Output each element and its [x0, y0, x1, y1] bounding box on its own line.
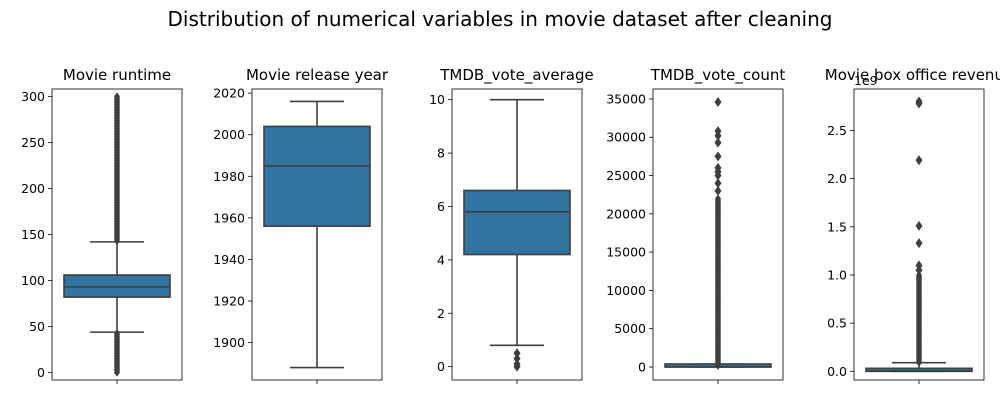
outlier-point: [915, 238, 923, 249]
axes-frame: [251, 88, 383, 381]
outlier-point: [915, 220, 923, 231]
y-tick-label: 0: [638, 359, 646, 374]
subplot-title: Movie runtime: [63, 66, 171, 84]
y-tick-label: 200: [21, 181, 45, 196]
outlier-point: [114, 92, 120, 101]
y-tick-label: 50: [29, 319, 45, 334]
subplot-3: TMDB_vote_average 0 2 4 6 8 10: [429, 66, 594, 384]
y-tick-label: 2020: [213, 86, 245, 101]
axes-frame: [652, 88, 784, 381]
y-tick-label: 25000: [606, 168, 646, 183]
y-tick-label: 0.5: [827, 316, 847, 331]
axes-frame: [51, 88, 183, 381]
subplot-1: Movie runtime 0 50 100 150 200 250 300: [21, 66, 183, 384]
y-tick-label: 250: [21, 135, 45, 150]
outlier-point: [714, 97, 722, 108]
axes-frame: [853, 88, 985, 381]
subplot-title: Movie release year: [246, 66, 389, 84]
y-tick-label: 1.5: [827, 219, 847, 234]
outlier-point: [114, 329, 120, 338]
axes-frame: [451, 88, 583, 381]
iqr-box: [463, 189, 571, 256]
outlier-point: [714, 126, 722, 137]
y-tick-label: 2.5: [827, 123, 847, 138]
plot-area: [263, 100, 371, 369]
y-tick-label: 1900: [213, 335, 245, 350]
y-tick-label: 35000: [606, 91, 646, 106]
outlier-point: [915, 96, 923, 107]
outlier-point: [714, 178, 722, 189]
y-tick-label: 100: [21, 273, 45, 288]
outlier-point: [715, 194, 721, 203]
y-tick-label: 6: [437, 199, 445, 214]
outlier-point: [915, 155, 923, 166]
figure-title: Distribution of numerical variables in m…: [168, 7, 833, 31]
y-tick-label: 150: [21, 227, 45, 242]
y-tick-label: 1940: [213, 252, 245, 267]
y-tick-label: 1920: [213, 294, 245, 309]
y-tick-label: 1980: [213, 169, 245, 184]
y-tick-label: 2: [437, 306, 445, 321]
outlier-point: [714, 162, 722, 173]
y-tick-label: 30000: [606, 130, 646, 145]
outlier-point: [915, 260, 923, 271]
y-tick-label: 1.0: [827, 267, 847, 282]
outlier-point: [513, 348, 521, 359]
y-tick-label: 10: [429, 92, 445, 107]
plot-area: [865, 96, 973, 373]
plot-area: [63, 92, 171, 377]
subplot-4: TMDB_vote_count 0 5000 10000 15000 20000 25000…: [606, 66, 785, 384]
y-tick-label: 0: [437, 359, 445, 374]
outlier-point: [714, 151, 722, 162]
y-tick-label: 2000: [213, 127, 245, 142]
y-tick-label: 4: [437, 252, 445, 267]
outlier-point: [714, 137, 722, 148]
outlier-point: [513, 358, 521, 369]
subplot-5: Movie box office revenue 0.0 0.5 1.0 1.5 2.0 2…: [825, 66, 1000, 384]
subplot-title: TMDB_vote_average: [439, 66, 594, 85]
axis-offset-label: 1e9: [854, 73, 878, 88]
y-tick-label: 0.0: [827, 364, 847, 379]
y-tick-label: 1960: [213, 210, 245, 225]
y-tick-label: 8: [437, 146, 445, 161]
y-tick-label: 10000: [606, 283, 646, 298]
plot-area: [664, 97, 772, 370]
iqr-box: [63, 274, 171, 298]
y-tick-label: 0: [37, 365, 45, 380]
y-tick-label: 2.0: [827, 171, 847, 186]
plot-area: [463, 98, 571, 372]
subplot-title: TMDB_vote_count: [650, 66, 786, 85]
outlier-point: [513, 353, 521, 364]
y-tick-label: 5000: [614, 321, 646, 336]
y-tick-label: 20000: [606, 206, 646, 221]
y-tick-label: 15000: [606, 245, 646, 260]
iqr-box: [263, 125, 371, 227]
outlier-point: [714, 185, 722, 196]
subplot-title: Movie box office revenue: [825, 66, 1000, 84]
subplot-2: Movie release year 1900 1920 1940 1960 1980 20…: [213, 66, 389, 384]
y-tick-label: 300: [21, 89, 45, 104]
